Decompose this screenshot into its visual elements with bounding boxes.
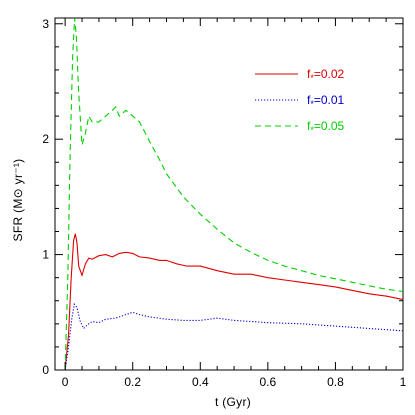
series-line-1 bbox=[64, 233, 404, 371]
series-layer bbox=[64, 17, 404, 371]
plot-frame bbox=[54, 17, 404, 371]
series-line-2 bbox=[64, 302, 404, 371]
series-line-3 bbox=[64, 17, 404, 371]
x-tick-label: 0 bbox=[62, 375, 69, 389]
x-axis-label: t (Gyr) bbox=[215, 395, 251, 409]
x-tick-label: 1 bbox=[400, 375, 407, 389]
y-tick-label: 2 bbox=[42, 132, 49, 146]
legend-label-3: f*=0.05 bbox=[307, 119, 345, 135]
y-axis-label: SFR (M⊙ yr⁻¹) bbox=[11, 159, 25, 242]
y-tick-label: 0 bbox=[42, 363, 49, 377]
legend-label-1: f*=0.02 bbox=[307, 67, 345, 83]
y-tick-label: 3 bbox=[42, 17, 49, 31]
legend: f*=0.02 f*=0.01 f*=0.05 bbox=[255, 67, 345, 135]
x-tick-label: 0.6 bbox=[260, 375, 277, 389]
legend-label-2: f*=0.01 bbox=[307, 93, 345, 109]
x-tick-label: 0.4 bbox=[192, 375, 209, 389]
ticks-layer: 0 0.2 0.4 0.6 0.8 1 0 1 2 3 bbox=[42, 17, 406, 389]
x-tick-label: 0.8 bbox=[327, 375, 344, 389]
plot-area bbox=[54, 17, 404, 371]
x-tick-label: 0.2 bbox=[124, 375, 141, 389]
y-tick-label: 1 bbox=[42, 248, 49, 262]
